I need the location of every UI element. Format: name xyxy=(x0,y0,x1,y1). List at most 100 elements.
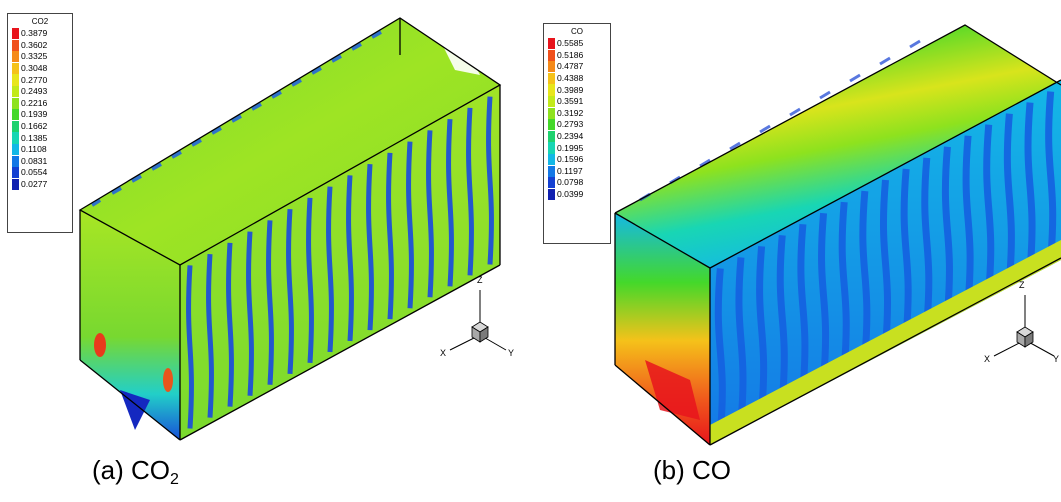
co2-stripe xyxy=(466,107,474,276)
co-stripe xyxy=(714,268,726,434)
caption-b: (b) CO xyxy=(653,455,731,489)
legend-title-b: CO xyxy=(571,27,583,36)
co-stripe xyxy=(900,168,912,336)
legend-swatch-b xyxy=(548,49,555,61)
legend-swatch-a xyxy=(12,144,19,156)
co2-stripe xyxy=(406,141,414,309)
co2-box-edges xyxy=(78,17,502,441)
legend-title-a: CO2 xyxy=(31,17,49,26)
legend-swatch-b xyxy=(548,154,555,166)
legend-swatch-a xyxy=(12,132,19,144)
co2-side-stripes xyxy=(186,96,494,429)
caption-b-text: (b) CO xyxy=(653,455,731,485)
co2-stripe xyxy=(266,220,274,385)
axis-y-label-b: Y xyxy=(1053,354,1060,364)
legend-a: CO2 0.3879 0.3602 0.3325 0.3048 0.2770 0.2493… xyxy=(7,13,73,233)
legend-swatch-a xyxy=(12,74,19,86)
legend-row-b: 0.0399 xyxy=(548,188,584,201)
legend-value-b: 0.0399 xyxy=(557,188,584,199)
legend-value-a: 0.3048 xyxy=(21,62,48,73)
legend-row-b: 0.1197 xyxy=(548,165,583,177)
legend-row-a: 0.0831 xyxy=(12,155,47,167)
legend-value-b: 0.1197 xyxy=(557,165,583,176)
co-stripe xyxy=(776,234,788,402)
caption-a-text: (a) CO xyxy=(92,455,170,485)
legend-swatch-b xyxy=(548,119,555,131)
legend-value-a: 0.3325 xyxy=(21,51,48,62)
legend-value-a: 0.1108 xyxy=(21,144,47,155)
legend-value-b: 0.3989 xyxy=(557,84,584,95)
legend-value-a: 0.0554 xyxy=(21,167,48,178)
co2-stripe xyxy=(306,197,314,364)
legend-value-b: 0.5186 xyxy=(557,49,584,60)
legend-swatch-a xyxy=(12,39,19,51)
legend-row-b: 0.3989 xyxy=(548,84,584,96)
legend-value-a: 0.2493 xyxy=(21,86,48,97)
legend-value-a: 0.3879 xyxy=(21,28,48,39)
co-stripe xyxy=(1045,91,1057,260)
co2-side-face xyxy=(180,85,500,440)
legend-value-b: 0.3192 xyxy=(557,107,584,118)
co2-stripe xyxy=(346,175,354,342)
axis-triad-icon-b xyxy=(993,295,1055,357)
legend-value-b: 0.1995 xyxy=(557,142,584,153)
legend-swatch-b xyxy=(548,177,555,189)
legend-row-b: 0.4787 xyxy=(548,61,584,73)
legend-value-a: 0.2770 xyxy=(21,74,48,85)
legend-value-b: 0.0798 xyxy=(557,177,584,188)
legend-row-a: 0.0277 xyxy=(12,178,48,191)
legend-value-b: 0.4787 xyxy=(557,61,584,72)
legend-swatch-a xyxy=(12,28,19,40)
legend-row-a: 0.0554 xyxy=(12,167,48,179)
legend-swatch-b xyxy=(548,130,555,143)
co2-top-face xyxy=(80,18,500,265)
co2-stripe xyxy=(206,253,214,418)
legend-row-b: 0.4388 xyxy=(548,72,584,85)
legend-row-b: 0.3591 xyxy=(548,96,584,108)
legend-row-a: 0.2216 xyxy=(12,97,47,109)
legend-b: CO 0.5585 0.5186 0.4787 0.4388 0.3989 0.3591 0… xyxy=(543,23,611,244)
co2-stripe xyxy=(186,265,194,429)
legend-swatch-a xyxy=(12,97,19,109)
legend-value-b: 0.2394 xyxy=(557,130,584,141)
co2-top-streaks xyxy=(90,30,382,207)
co2-stripe xyxy=(446,118,454,287)
legend-row-b: 0.2394 xyxy=(548,130,584,143)
legend-swatch-a xyxy=(12,167,19,179)
co2-stripe xyxy=(326,186,334,353)
co2-stripe xyxy=(386,152,394,320)
legend-row-b: 0.2793 xyxy=(548,119,584,131)
co2-stripe xyxy=(366,163,374,331)
legend-swatch-b xyxy=(548,38,555,50)
legend-swatch-b xyxy=(548,142,555,154)
legend-swatch-b xyxy=(548,61,555,73)
co-side-stripes xyxy=(714,91,1057,434)
legend-row-a: 0.3325 xyxy=(12,51,48,63)
legend-row-a: 0.1108 xyxy=(12,144,47,156)
legend-value-b: 0.4388 xyxy=(557,72,584,83)
co2-stripe xyxy=(426,130,434,298)
legend-row-a: 0.2770 xyxy=(12,74,48,86)
legend-value-a: 0.1385 xyxy=(21,132,48,143)
legend-row-a: 0.1662 xyxy=(12,120,47,133)
legend-value-a: 0.0277 xyxy=(21,178,48,189)
legend-value-b: 0.3591 xyxy=(557,96,584,107)
legend-row-a: 0.1939 xyxy=(12,109,48,121)
axis-triad-b: Z X Y xyxy=(982,280,1061,370)
co-stripe xyxy=(921,157,933,326)
axis-triad-a: Z X Y xyxy=(440,275,520,365)
legend-value-b: 0.2793 xyxy=(557,119,584,130)
co2-end-face xyxy=(80,210,180,440)
co-bottom-strip xyxy=(710,240,1061,445)
legend-row-b: 0.5585 xyxy=(548,38,583,50)
co2-stripe xyxy=(246,231,254,396)
legend-swatch-a xyxy=(12,155,19,167)
legend-value-a: 0.1939 xyxy=(21,109,48,120)
axis-y-label-a: Y xyxy=(508,348,515,358)
legend-swatch-b xyxy=(548,107,555,119)
co-top-face xyxy=(615,25,1061,268)
co-stripe xyxy=(735,257,747,423)
legend-row-b: 0.5186 xyxy=(548,49,584,61)
co-stripe xyxy=(962,135,974,304)
